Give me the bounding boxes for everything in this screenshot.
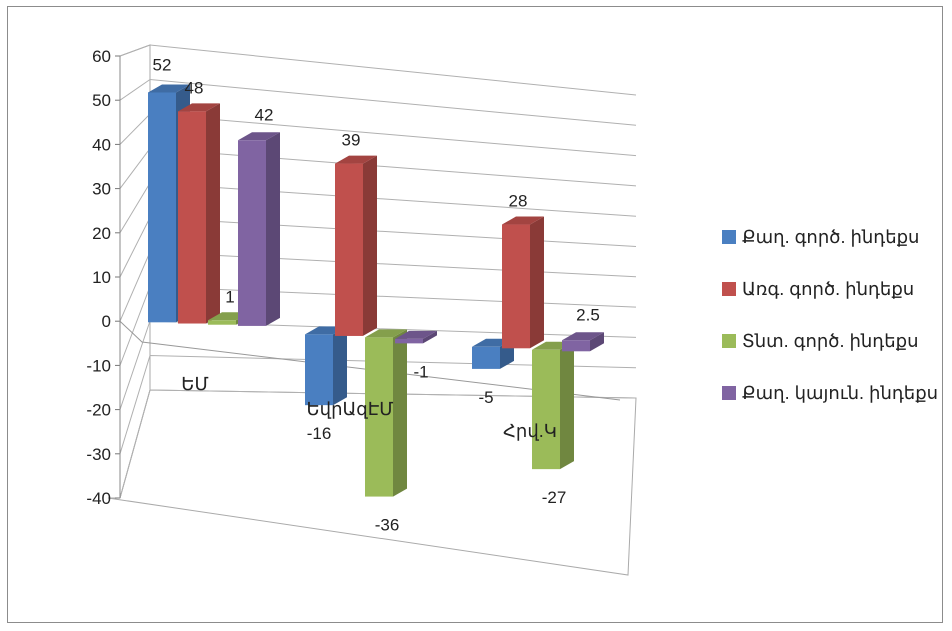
side-wall bbox=[119, 44, 151, 499]
data-label: -1 bbox=[413, 362, 428, 381]
bar-side bbox=[363, 155, 377, 336]
bar-top bbox=[395, 330, 437, 339]
bar bbox=[562, 332, 604, 352]
bar bbox=[365, 329, 407, 497]
bar-top bbox=[238, 132, 280, 141]
legend-item: Առգ. գործ. ինդեքս bbox=[722, 279, 914, 299]
category-labels: ԵՄ ԵվրԱզԷՄ Հրվ.Կ bbox=[181, 374, 557, 441]
category-label: ԵվրԱզԷՄ bbox=[307, 399, 394, 419]
gridline bbox=[119, 389, 637, 499]
bar-front bbox=[208, 320, 236, 325]
bar-side bbox=[333, 326, 347, 406]
legend-label: Առգ. գործ. ինդեքս bbox=[742, 279, 914, 299]
data-label: -27 bbox=[542, 488, 567, 507]
y-tick-label: 40 bbox=[92, 135, 111, 154]
data-label: -16 bbox=[307, 424, 332, 443]
bar-side bbox=[530, 216, 544, 349]
bar-front bbox=[305, 334, 333, 406]
bar bbox=[238, 132, 280, 326]
legend-swatch bbox=[722, 230, 736, 244]
data-label: 39 bbox=[342, 131, 361, 150]
y-axis: 60 50 40 30 20 10 0 -10 -20 -30 -40 bbox=[86, 47, 121, 508]
gridline bbox=[119, 44, 637, 96]
data-labels: 52 -16 -5 48 39 28 1 -36 -27 42 -1 2.5 bbox=[153, 55, 600, 534]
bar bbox=[532, 341, 574, 470]
bar-front bbox=[395, 338, 423, 344]
category-label: Հրվ.Կ bbox=[503, 421, 557, 441]
bar-side bbox=[560, 341, 574, 470]
y-tick-label: 30 bbox=[92, 180, 111, 199]
bar bbox=[502, 216, 544, 349]
gridline bbox=[119, 78, 637, 126]
bar-top bbox=[502, 216, 544, 225]
y-tick-label: 20 bbox=[92, 224, 111, 243]
y-tick-label: 60 bbox=[92, 47, 111, 66]
legend-item: Տնտ. գործ. ինդեքս bbox=[722, 331, 919, 351]
bar-front bbox=[562, 340, 590, 352]
category-label: ԵՄ bbox=[181, 374, 208, 394]
bar-top bbox=[335, 155, 377, 164]
data-label: 42 bbox=[255, 105, 274, 124]
data-label: -5 bbox=[478, 388, 493, 407]
legend-swatch bbox=[722, 334, 736, 348]
bar-front bbox=[178, 111, 206, 324]
data-label: 48 bbox=[185, 78, 204, 97]
y-tick-label: 0 bbox=[102, 312, 111, 331]
category-axis bbox=[119, 320, 621, 401]
bar bbox=[178, 103, 220, 324]
bar-top bbox=[562, 332, 604, 341]
legend-label: Քաղ. կայուն. ինդեքս bbox=[742, 383, 938, 403]
bar-side bbox=[423, 330, 437, 344]
y-tick-label: -10 bbox=[86, 356, 111, 375]
y-tick-label: 50 bbox=[92, 91, 111, 110]
bar bbox=[472, 338, 514, 369]
y-tick-label: -30 bbox=[86, 445, 111, 464]
y-tick-label: -20 bbox=[86, 401, 111, 420]
bar bbox=[395, 330, 437, 344]
bar-front bbox=[335, 163, 363, 336]
bar-top bbox=[178, 103, 220, 112]
bar-side bbox=[590, 332, 604, 352]
legend-item: Քաղ. կայուն. ինդեքս bbox=[722, 383, 938, 403]
bar-front bbox=[238, 140, 266, 326]
bar-side bbox=[393, 329, 407, 497]
legend-label: Տնտ. գործ. ինդեքս bbox=[742, 331, 919, 351]
bar-top bbox=[365, 329, 407, 338]
bar-side bbox=[266, 132, 280, 326]
legend-item: Քաղ. գործ. ինդեքս bbox=[722, 227, 919, 247]
data-label: 1 bbox=[225, 287, 234, 306]
bar-front bbox=[472, 346, 500, 369]
data-label: 52 bbox=[153, 55, 172, 74]
bar-top bbox=[148, 84, 190, 93]
bars bbox=[148, 84, 604, 497]
legend-swatch bbox=[722, 282, 736, 296]
data-label: 2.5 bbox=[576, 305, 600, 324]
data-label: -36 bbox=[375, 516, 400, 535]
legend-swatch bbox=[722, 386, 736, 400]
bar-front bbox=[148, 92, 176, 323]
legend-label: Քաղ. գործ. ինդեքս bbox=[742, 227, 919, 247]
y-tick-label: -40 bbox=[86, 489, 111, 508]
bar-side bbox=[206, 103, 220, 324]
y-tick-label: 10 bbox=[92, 268, 111, 287]
bar-front bbox=[532, 349, 560, 470]
bar-front bbox=[365, 337, 393, 497]
bar bbox=[305, 326, 347, 406]
legend: Քաղ. գործ. ինդեքս Առգ. գործ. ինդեքս Տնտ. գ… bbox=[722, 227, 938, 403]
data-label: 28 bbox=[509, 192, 528, 211]
bar-front bbox=[502, 224, 530, 349]
bar bbox=[335, 155, 377, 336]
